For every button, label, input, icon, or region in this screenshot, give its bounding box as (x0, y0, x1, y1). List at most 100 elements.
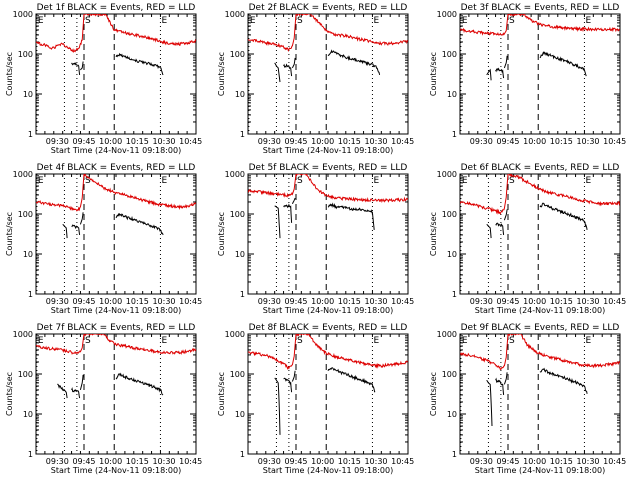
events-series-line (283, 377, 293, 393)
y-axis-label: Counts/sec (5, 212, 14, 256)
y-tick-label: 1000 (13, 10, 33, 19)
x-tick-label: 10:00 (523, 297, 546, 306)
x-tick-label: 10:00 (311, 457, 334, 466)
y-axis-label: Counts/sec (429, 212, 438, 256)
x-tick-label: 10:30 (152, 137, 175, 146)
x-tick-label: 09:30 (470, 297, 493, 306)
y-tick-label: 10 (235, 90, 245, 99)
chart-title: Det 8f BLACK = Events, RED = LLD (249, 323, 408, 333)
events-series-line (274, 205, 281, 239)
x-tick-label: 10:45 (179, 297, 202, 306)
chart-title: Det 3f BLACK = Events, RED = LLD (461, 3, 620, 13)
y-tick-label: 10 (23, 410, 33, 419)
x-tick-label: 09:45 (496, 457, 519, 466)
y-tick-label: 10 (447, 410, 457, 419)
plot-frame (247, 173, 409, 295)
marker-label: S (297, 176, 303, 186)
y-tick-label: 10 (235, 250, 245, 259)
y-tick-label: 10 (447, 250, 457, 259)
y-axis-label: Counts/sec (217, 212, 226, 256)
x-axis-label: Start Time (24-Nov-11 09:18:00) (51, 306, 181, 315)
lld-series-line (460, 14, 620, 36)
events-series-line (71, 224, 81, 235)
x-tick-label: 09:45 (284, 457, 307, 466)
marker-label: E (462, 336, 468, 346)
x-tick-label: 10:45 (603, 137, 626, 146)
marker-label: E (161, 176, 167, 186)
x-tick-label: 10:15 (338, 137, 361, 146)
x-tick-label: 10:45 (391, 137, 414, 146)
marker-label: E (373, 176, 379, 186)
chart-title: Det 2f BLACK = Events, RED = LLD (249, 3, 408, 13)
x-tick-label: 10:00 (99, 297, 122, 306)
marker-label: E (38, 176, 44, 186)
y-tick-label: 100 (18, 370, 33, 379)
marker-label: S (85, 336, 91, 346)
chart-title: Det 5f BLACK = Events, RED = LLD (249, 163, 408, 173)
events-series-line (79, 212, 84, 225)
events-series-line (495, 67, 505, 79)
events-series-line (327, 367, 376, 393)
chart-title: Det 4f BLACK = Events, RED = LLD (37, 163, 196, 173)
y-tick-label: 1000 (437, 330, 457, 339)
marker-label: E (585, 176, 591, 186)
marker-label: E (38, 336, 44, 346)
series-group (460, 334, 620, 427)
events-series-line (486, 224, 492, 239)
marker-label: S (85, 176, 91, 186)
events-series-line (495, 377, 505, 395)
events-series-line (115, 372, 164, 396)
marker-label: E (373, 336, 379, 346)
y-axis-label: Counts/sec (5, 52, 14, 96)
events-series-line (503, 55, 508, 69)
events-series-line (327, 49, 381, 76)
series-group (248, 334, 408, 435)
chart-panel: Det 6f BLACK = Events, RED = LLD 1 10 100 10… (429, 163, 626, 315)
events-series-line (539, 367, 588, 394)
x-tick-label: 10:45 (179, 137, 202, 146)
x-tick-label: 10:45 (391, 457, 414, 466)
events-series-line (115, 212, 164, 236)
marker-label: S (297, 336, 303, 346)
x-tick-label: 09:30 (258, 297, 281, 306)
x-tick-label: 09:45 (72, 457, 95, 466)
y-tick-label: 10 (23, 90, 33, 99)
x-axis-label: Start Time (24-Nov-11 09:18:00) (263, 306, 393, 315)
y-tick-label: 100 (18, 50, 33, 59)
series-group (460, 174, 620, 239)
x-tick-label: 09:30 (46, 137, 69, 146)
plot-frame (35, 13, 197, 135)
x-tick-label: 09:30 (46, 297, 69, 306)
x-axis-label: Start Time (24-Nov-11 09:18:00) (475, 466, 605, 475)
x-tick-label: 09:30 (258, 137, 281, 146)
marker-label: E (585, 16, 591, 26)
y-tick-label: 10 (235, 410, 245, 419)
y-tick-label: 1000 (225, 10, 245, 19)
chart-panel: Det 2f BLACK = Events, RED = LLD 1 10 100 10… (217, 3, 414, 155)
x-tick-label: 09:30 (258, 457, 281, 466)
x-tick-label: 10:30 (576, 137, 599, 146)
lld-series-line (248, 174, 408, 203)
x-tick-label: 10:15 (126, 137, 149, 146)
lld-series-line (36, 174, 196, 212)
plot-frame (459, 333, 621, 455)
x-tick-label: 10:15 (550, 137, 573, 146)
series-group (248, 14, 408, 83)
x-tick-label: 10:15 (126, 297, 149, 306)
y-tick-label: 1 (240, 290, 245, 299)
x-tick-label: 10:00 (311, 137, 334, 146)
series-group (36, 334, 196, 399)
y-tick-label: 1000 (13, 170, 33, 179)
chart-panel: Det 8f BLACK = Events, RED = LLD 1 10 100 10… (217, 323, 414, 475)
marker-label: E (38, 16, 44, 26)
x-tick-label: 09:45 (284, 297, 307, 306)
x-tick-label: 10:45 (603, 457, 626, 466)
y-tick-label: 1000 (437, 170, 457, 179)
events-series-line (486, 379, 493, 427)
lld-series-line (36, 14, 196, 53)
y-tick-label: 1 (240, 130, 245, 139)
marker-label: S (509, 16, 515, 26)
chart-panel: Det 3f BLACK = Events, RED = LLD 1 10 100 10… (429, 3, 626, 146)
x-tick-label: 10:00 (99, 137, 122, 146)
